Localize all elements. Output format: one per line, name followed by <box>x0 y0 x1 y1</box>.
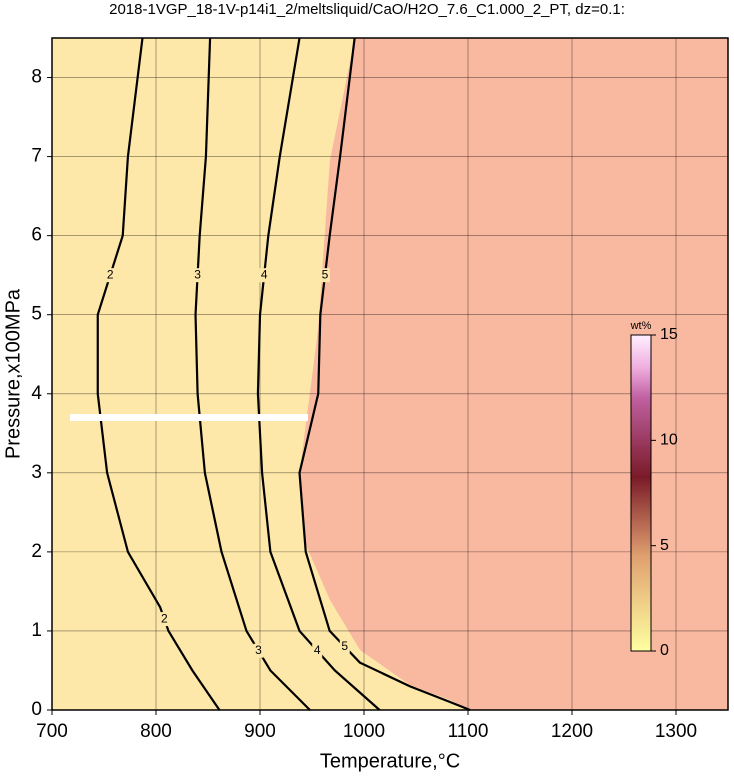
contour-label: 2 <box>161 611 168 625</box>
y-tick-label: 8 <box>31 67 42 88</box>
x-tick-label: 900 <box>244 721 276 742</box>
x-tick-label: 1300 <box>655 721 697 742</box>
x-tick-label: 1200 <box>551 721 593 742</box>
contour-label-bg <box>259 268 270 283</box>
colorbar-ticks: 0 5 10 15 <box>651 326 678 659</box>
colorbar-tick-label: 10 <box>660 432 678 449</box>
plot-frame <box>51 37 729 711</box>
y-tick-label: 2 <box>31 541 42 562</box>
y-tick-label: 4 <box>31 383 42 404</box>
contour-label: 3 <box>194 267 201 281</box>
contour-label: 5 <box>322 267 329 281</box>
contour-line <box>96 37 221 711</box>
contour-label: 5 <box>341 639 348 653</box>
contour-label: 4 <box>314 643 321 657</box>
contour-label-bg <box>105 268 116 283</box>
y-tick-label: 1 <box>31 620 42 641</box>
colorbar <box>630 334 652 652</box>
x-tick-label: 700 <box>36 721 68 742</box>
contour-label-bg <box>253 643 264 658</box>
contour-label: 3 <box>255 643 262 657</box>
contour-label: 4 <box>261 267 268 281</box>
y-tick-label: 3 <box>31 462 42 483</box>
contour-label-bg <box>159 612 170 627</box>
y-tick-label: 0 <box>31 699 42 720</box>
x-tick-label: 800 <box>140 721 172 742</box>
colorbar-tick-label: 5 <box>660 537 669 554</box>
y-tick-label: 7 <box>31 146 42 167</box>
chart-title: 2018-1VGP_18-1V-p14i1_2/meltsliquid/CaO/… <box>109 1 625 18</box>
artifact-band <box>70 414 308 421</box>
x-tick-label: 1100 <box>448 721 489 742</box>
x-axis-label: Temperature,°C <box>320 750 460 772</box>
y-axis-label: Pressure,x100MPa <box>2 288 24 459</box>
contour-label-bg <box>320 268 330 283</box>
contour-label-bg <box>339 639 350 654</box>
contour-label-bg <box>192 268 203 283</box>
colorbar-label: wt% <box>630 320 652 332</box>
colorbar-tick-label: 15 <box>660 326 678 343</box>
contours: 2 2 3 3 4 4 5 5 <box>96 37 471 712</box>
contour-label-bg <box>312 643 323 658</box>
low-region <box>52 38 470 710</box>
contour-label: 2 <box>107 267 114 281</box>
x-tick-label: 1000 <box>343 721 385 742</box>
y-tick-label: 6 <box>31 225 42 246</box>
colorbar-tick-label: 0 <box>660 642 669 659</box>
contour-line <box>298 37 471 712</box>
y-tick-label: 5 <box>31 304 42 325</box>
